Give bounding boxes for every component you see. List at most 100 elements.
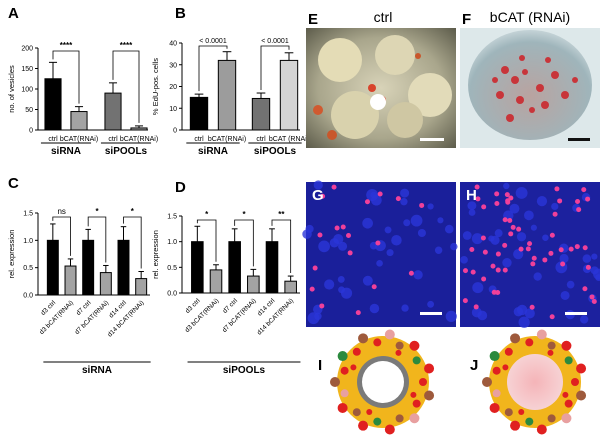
- cell: [489, 351, 500, 362]
- y-tick-label: 30: [169, 62, 177, 69]
- x-tick-label: ctrl: [194, 136, 204, 143]
- y-tick-label: 150: [21, 66, 33, 73]
- x-tick-label: bCAT(RNAi): [208, 136, 246, 143]
- edu-positive-nucleus: [491, 289, 497, 295]
- cell: [561, 340, 572, 351]
- nucleus: [386, 249, 394, 257]
- y-tick-label: 50: [25, 107, 33, 114]
- edu-positive-nucleus: [558, 247, 564, 253]
- nucleus: [427, 203, 434, 210]
- significance-label: ****: [120, 41, 133, 50]
- edu-positive-nucleus: [312, 265, 318, 271]
- significance-label: *: [95, 207, 99, 216]
- cell: [412, 356, 421, 365]
- edu-positive-nucleus: [554, 186, 560, 192]
- edu-positive-nucleus: [582, 245, 588, 251]
- nucleus: [536, 195, 548, 207]
- cell: [424, 390, 435, 401]
- significance-bracket: [198, 45, 228, 92]
- significance-label: *: [242, 210, 246, 219]
- bar: [104, 92, 122, 131]
- edu-positive-nucleus: [481, 276, 487, 282]
- edu-positive-nucleus: [502, 242, 508, 248]
- cell: [536, 329, 547, 340]
- cell: [358, 333, 369, 344]
- edu-positive-nucleus: [377, 191, 383, 197]
- significance-label: *: [205, 210, 209, 219]
- edu-positive-nucleus: [480, 235, 486, 241]
- y-tick-label: 0: [29, 128, 33, 135]
- edu-positive-nucleus: [531, 255, 537, 261]
- micrograph-bcat-rnai: [460, 28, 600, 148]
- panel-label-f: F: [462, 11, 471, 28]
- nucleus: [477, 310, 488, 321]
- nucleus: [580, 315, 589, 324]
- edu-positive-nucleus: [317, 232, 323, 238]
- x-tick-label: bCAT (RNAi): [269, 136, 309, 143]
- cell: [547, 414, 556, 423]
- group-label: siRNA: [51, 146, 81, 157]
- significance-label: *: [131, 207, 135, 216]
- edu-positive-nucleus: [469, 246, 475, 252]
- cell: [562, 391, 569, 398]
- panel-label-g: G: [312, 187, 324, 204]
- nucleus: [444, 224, 454, 234]
- cell: [489, 402, 500, 413]
- nucleus: [524, 210, 534, 221]
- edu-positive-nucleus: [582, 286, 588, 292]
- bar: [191, 241, 204, 294]
- panel-label-a: A: [8, 5, 19, 22]
- cell: [547, 349, 554, 356]
- nucleus: [533, 272, 542, 281]
- nucleus: [566, 280, 575, 289]
- micrograph-ctrl: [306, 28, 456, 148]
- edu-positive-nucleus: [364, 199, 370, 205]
- edu-positive-nucleus: [395, 196, 401, 202]
- nucleus: [513, 306, 524, 317]
- cell: [504, 347, 513, 356]
- edu-positive-nucleus: [408, 270, 414, 276]
- cell: [525, 417, 534, 426]
- edu-positive-nucleus: [340, 224, 346, 230]
- edu-positive-nucleus: [473, 304, 479, 310]
- bar: [279, 59, 299, 131]
- significance-label: < 0.0001: [261, 38, 289, 45]
- y-tick-label: 1.5: [23, 211, 33, 218]
- cell: [410, 391, 417, 398]
- cell: [395, 341, 404, 350]
- y-tick-label: 0: [173, 128, 177, 135]
- y-axis-label: rel. expression: [7, 230, 16, 279]
- nucleus: [560, 290, 570, 300]
- edu-positive-nucleus: [490, 263, 496, 269]
- cell: [412, 399, 421, 408]
- bar: [228, 241, 241, 294]
- nucleus: [509, 203, 520, 214]
- nucleus: [468, 209, 476, 216]
- nucleus: [515, 187, 528, 199]
- edu-positive-nucleus: [462, 268, 468, 274]
- edu-positive-nucleus: [375, 240, 381, 246]
- cell: [576, 363, 587, 374]
- cell: [504, 408, 513, 417]
- nucleus: [362, 217, 373, 229]
- panel-label-c: C: [8, 175, 19, 192]
- edu-positive-nucleus: [585, 196, 591, 202]
- edu-positive-nucleus: [502, 267, 508, 273]
- y-tick-label: 0.5: [167, 265, 177, 272]
- edu-positive-nucleus: [505, 198, 511, 204]
- nucleus: [595, 274, 600, 281]
- nucleus: [427, 300, 435, 308]
- nucleus: [502, 257, 512, 268]
- significance-bracket: [112, 50, 140, 123]
- y-tick-label: 1.0: [167, 239, 177, 246]
- y-axis-label: no. of vesicles: [7, 65, 16, 113]
- y-tick-label: 100: [21, 87, 33, 94]
- cell: [384, 329, 395, 340]
- panel-label-e: E: [308, 11, 318, 28]
- cell: [352, 347, 361, 356]
- nucleus: [340, 287, 353, 299]
- edu-positive-nucleus: [591, 299, 597, 305]
- edu-positive-nucleus: [475, 196, 481, 202]
- edu-positive-nucleus: [309, 286, 315, 292]
